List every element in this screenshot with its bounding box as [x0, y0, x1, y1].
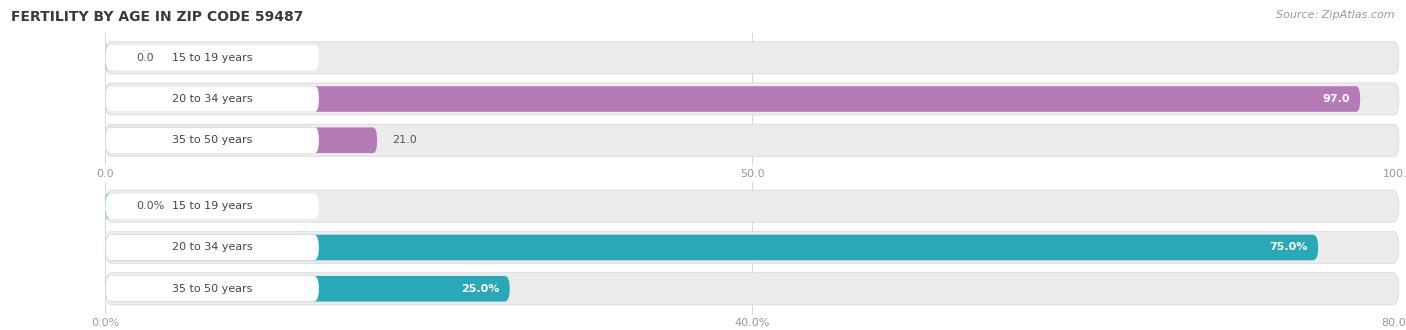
FancyBboxPatch shape: [105, 235, 319, 260]
Text: 20 to 34 years: 20 to 34 years: [172, 243, 253, 252]
FancyBboxPatch shape: [105, 273, 1399, 305]
FancyBboxPatch shape: [105, 127, 319, 153]
Text: 25.0%: 25.0%: [461, 284, 499, 294]
FancyBboxPatch shape: [105, 193, 319, 219]
Text: 21.0: 21.0: [392, 135, 418, 145]
Text: 35 to 50 years: 35 to 50 years: [172, 284, 252, 294]
Text: 75.0%: 75.0%: [1270, 243, 1308, 252]
Text: FERTILITY BY AGE IN ZIP CODE 59487: FERTILITY BY AGE IN ZIP CODE 59487: [11, 10, 304, 24]
FancyBboxPatch shape: [105, 45, 121, 71]
FancyBboxPatch shape: [105, 235, 1319, 260]
Text: 35 to 50 years: 35 to 50 years: [172, 135, 252, 145]
FancyBboxPatch shape: [105, 276, 319, 302]
FancyBboxPatch shape: [105, 127, 377, 153]
FancyBboxPatch shape: [105, 86, 319, 112]
FancyBboxPatch shape: [105, 86, 1360, 112]
Text: 15 to 19 years: 15 to 19 years: [172, 53, 253, 63]
Text: 0.0%: 0.0%: [136, 201, 165, 211]
FancyBboxPatch shape: [105, 45, 319, 71]
FancyBboxPatch shape: [105, 124, 1399, 156]
Text: 20 to 34 years: 20 to 34 years: [172, 94, 253, 104]
FancyBboxPatch shape: [105, 193, 121, 219]
FancyBboxPatch shape: [105, 42, 1399, 74]
Text: 97.0: 97.0: [1322, 94, 1350, 104]
Text: 15 to 19 years: 15 to 19 years: [172, 201, 253, 211]
Text: 0.0: 0.0: [136, 53, 155, 63]
FancyBboxPatch shape: [105, 231, 1399, 264]
FancyBboxPatch shape: [105, 276, 510, 302]
FancyBboxPatch shape: [105, 190, 1399, 222]
FancyBboxPatch shape: [105, 83, 1399, 115]
Text: Source: ZipAtlas.com: Source: ZipAtlas.com: [1277, 10, 1395, 20]
